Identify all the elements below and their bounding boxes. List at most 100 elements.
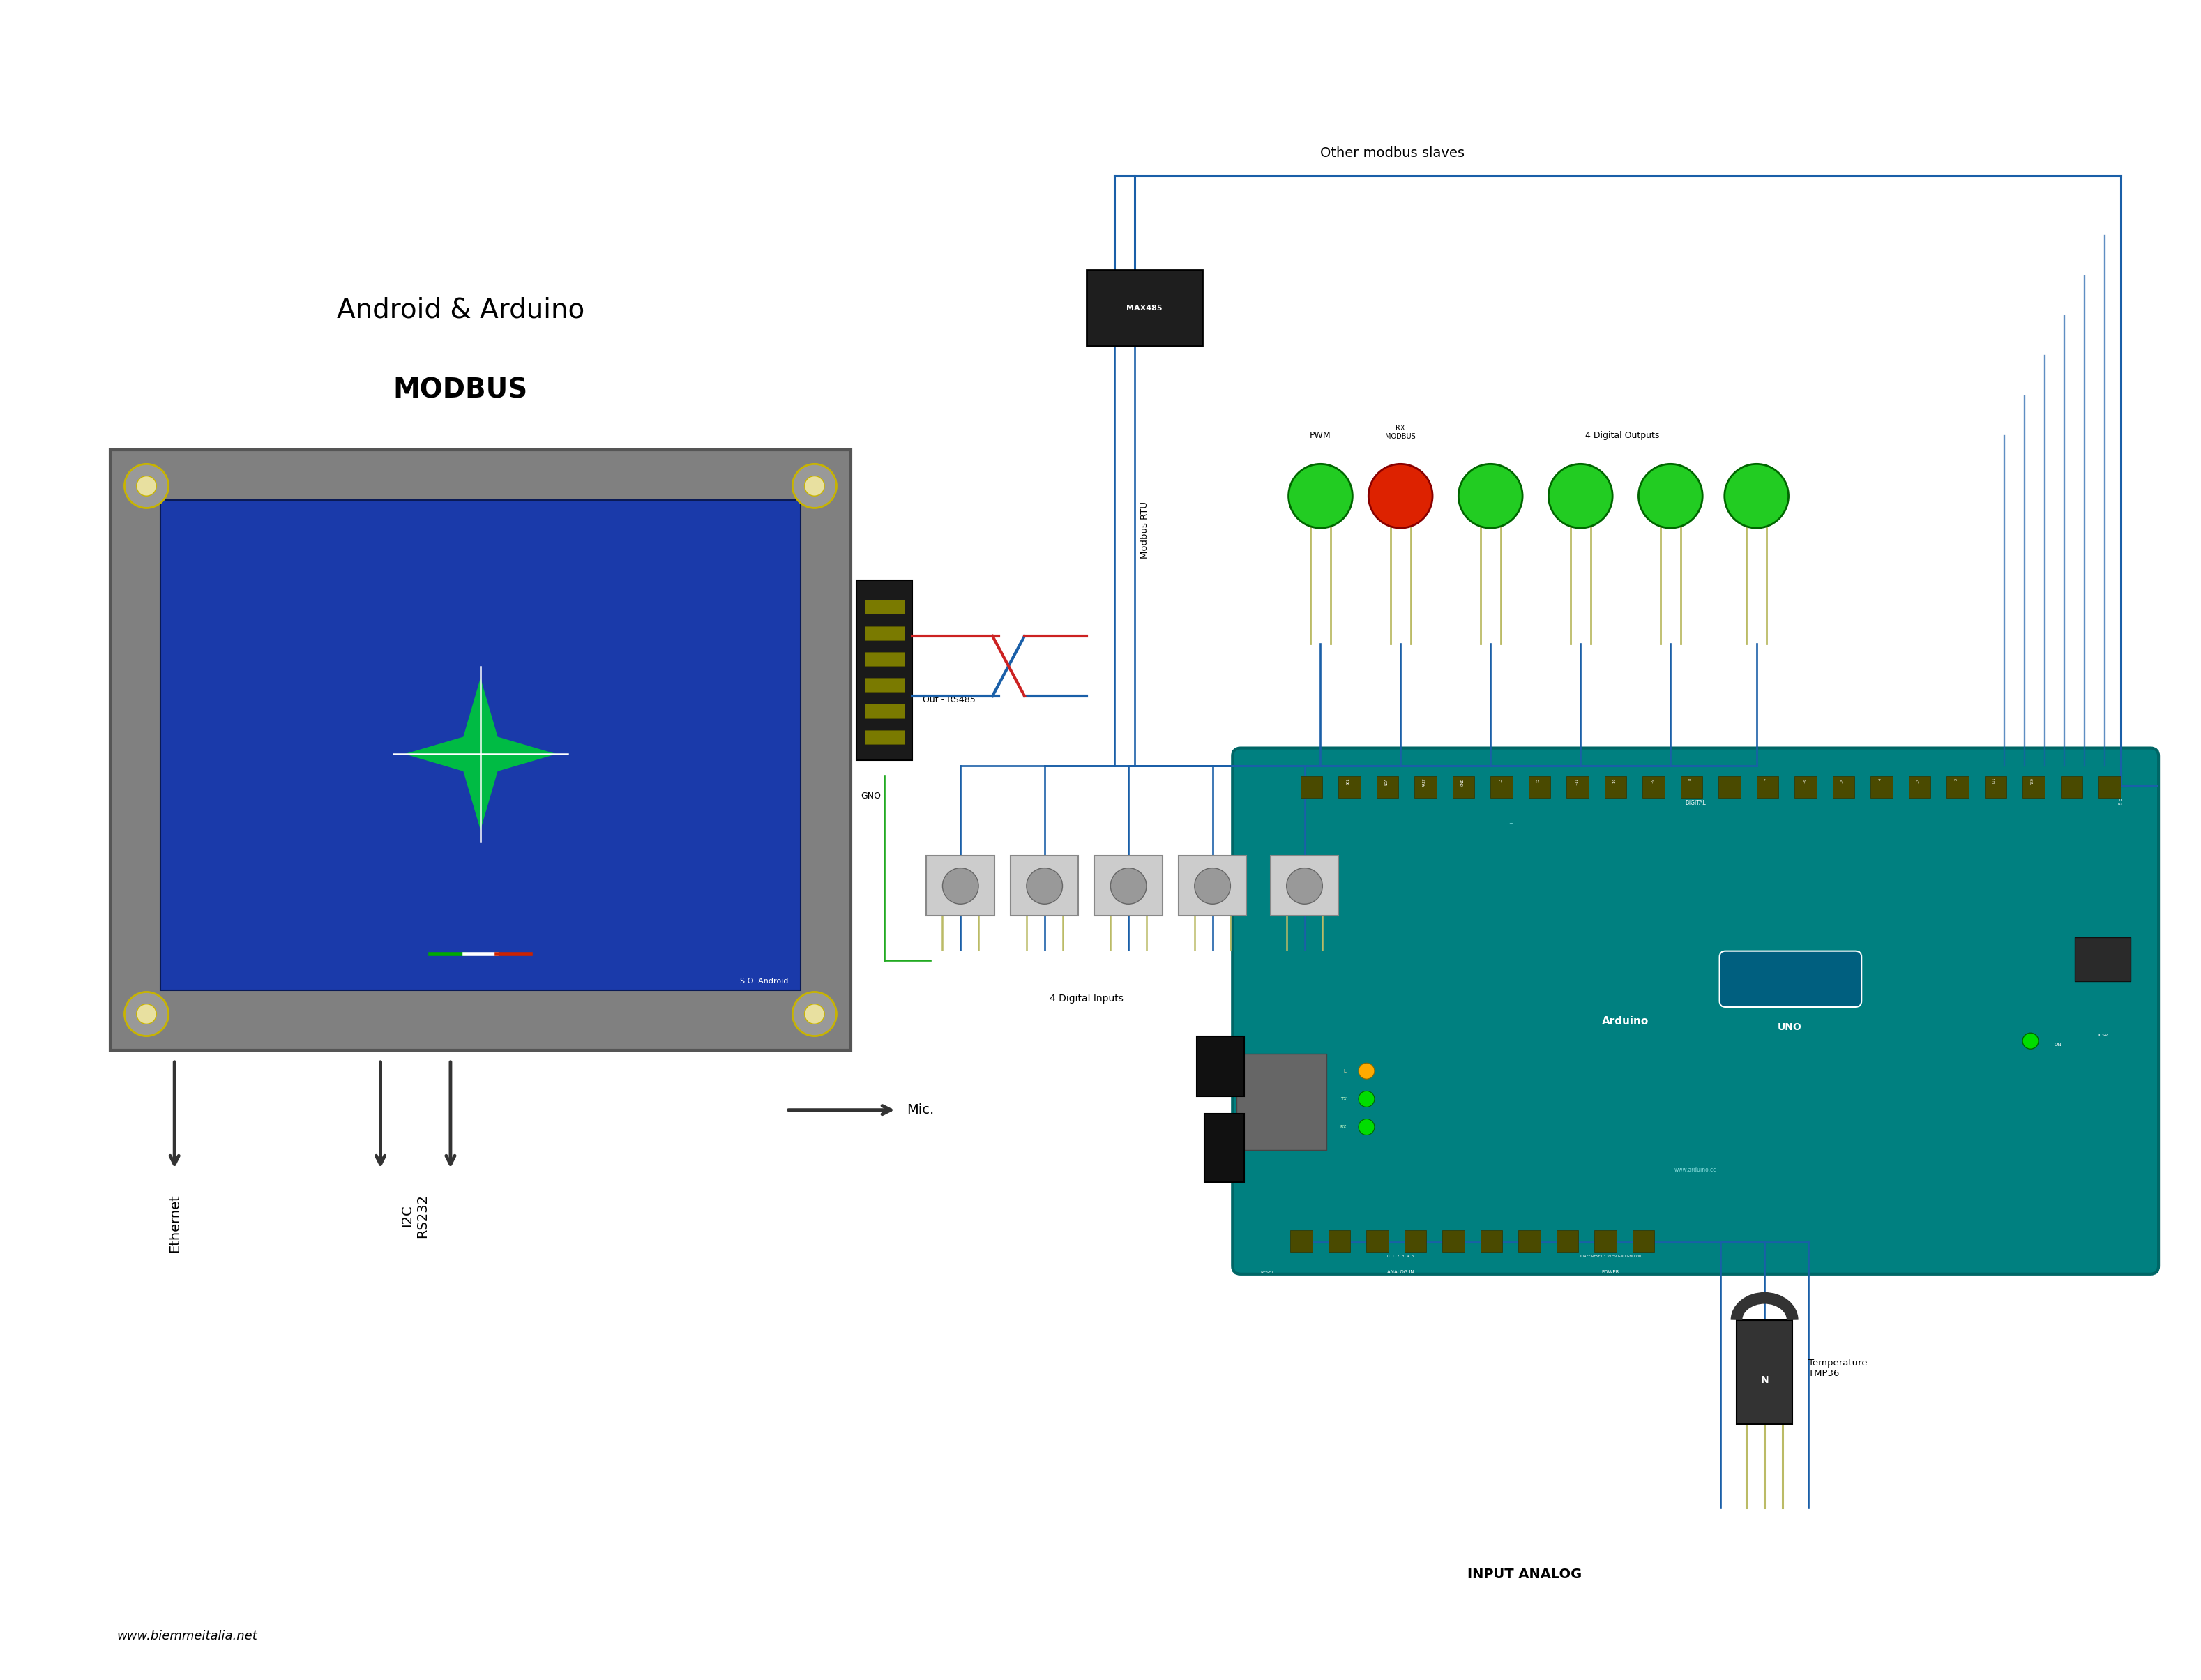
Circle shape: [942, 869, 979, 904]
Circle shape: [792, 464, 836, 507]
Circle shape: [1112, 869, 1147, 904]
Text: DIGITAL: DIGITAL: [1686, 800, 1706, 806]
Bar: [2076, 937, 2131, 981]
Circle shape: [792, 991, 836, 1037]
Text: I2C
RS232: I2C RS232: [401, 1194, 429, 1238]
Bar: [856, 580, 913, 759]
Text: RESET: RESET: [1261, 1270, 1274, 1273]
Circle shape: [1358, 1119, 1373, 1136]
Bar: [1094, 857, 1162, 916]
Text: MODBUS: MODBUS: [394, 376, 528, 403]
Text: L: L: [1345, 1068, 1347, 1074]
Text: ~3: ~3: [1917, 778, 1919, 783]
Bar: [2060, 776, 2082, 798]
Bar: [865, 704, 905, 717]
Text: www.arduino.cc: www.arduino.cc: [1675, 1168, 1717, 1173]
Bar: [2023, 776, 2045, 798]
Text: Other modbus slaves: Other modbus slaves: [1321, 146, 1466, 160]
Bar: [1946, 776, 1968, 798]
Bar: [1794, 776, 1816, 798]
Bar: [1719, 776, 1741, 798]
Text: 13: 13: [1499, 778, 1503, 783]
Text: N: N: [1761, 1376, 1770, 1384]
Bar: [2098, 776, 2120, 798]
Bar: [1338, 776, 1360, 798]
FancyBboxPatch shape: [110, 450, 850, 1050]
Bar: [1605, 776, 1627, 798]
Text: 2: 2: [1954, 778, 1959, 780]
Text: 0  1  2  3  4  5: 0 1 2 3 4 5: [1387, 1255, 1413, 1258]
Bar: [1404, 1230, 1426, 1252]
Text: ANALOG IN: ANALOG IN: [1387, 1270, 1413, 1273]
Bar: [1367, 1230, 1389, 1252]
Text: RX0: RX0: [2032, 778, 2034, 785]
Text: www.biemmeitalia.net: www.biemmeitalia.net: [117, 1630, 258, 1643]
Text: MAX485: MAX485: [1127, 304, 1162, 311]
Text: Temperature
TMP36: Temperature TMP36: [1809, 1357, 1866, 1378]
Bar: [1204, 1114, 1244, 1183]
Text: ICSP: ICSP: [2098, 1033, 2106, 1037]
Circle shape: [1195, 869, 1230, 904]
Circle shape: [1358, 1090, 1373, 1107]
Circle shape: [125, 991, 169, 1037]
Bar: [865, 600, 905, 613]
Circle shape: [806, 1005, 825, 1025]
Bar: [1301, 776, 1323, 798]
Circle shape: [1288, 464, 1351, 528]
Bar: [1594, 1230, 1616, 1252]
Circle shape: [125, 464, 169, 507]
Bar: [1010, 857, 1078, 916]
Bar: [1756, 776, 1778, 798]
Text: Out - RS485: Out - RS485: [922, 696, 975, 704]
Text: AREF: AREF: [1422, 778, 1426, 786]
Bar: [1237, 1053, 1327, 1151]
FancyBboxPatch shape: [1233, 748, 2159, 1273]
Text: ~11: ~11: [1574, 778, 1578, 785]
Text: RX: RX: [1340, 1126, 1347, 1129]
Bar: [865, 731, 905, 744]
Bar: [1490, 776, 1512, 798]
Text: GNO: GNO: [861, 791, 880, 801]
Text: TX1: TX1: [1992, 778, 1996, 785]
Bar: [1290, 1230, 1312, 1252]
Bar: [1682, 776, 1704, 798]
Text: ~: ~: [1310, 778, 1312, 781]
Bar: [1642, 776, 1664, 798]
Circle shape: [1459, 464, 1523, 528]
Circle shape: [1726, 464, 1789, 528]
Bar: [1633, 1230, 1655, 1252]
Text: Mic.: Mic.: [907, 1104, 933, 1117]
Circle shape: [1288, 869, 1323, 904]
Bar: [1178, 857, 1246, 916]
Text: 4 Digital Inputs: 4 Digital Inputs: [1050, 995, 1123, 1003]
Bar: [161, 501, 801, 990]
Text: 4 Digital Outputs: 4 Digital Outputs: [1585, 432, 1660, 440]
Circle shape: [136, 475, 156, 496]
Bar: [1087, 270, 1202, 346]
Text: ~10: ~10: [1613, 778, 1616, 785]
Circle shape: [1026, 869, 1063, 904]
Text: S.O. Android: S.O. Android: [740, 978, 788, 984]
Bar: [1985, 776, 2007, 798]
Bar: [1453, 776, 1475, 798]
Bar: [1197, 1037, 1244, 1095]
Text: Ethernet: Ethernet: [167, 1194, 180, 1252]
Bar: [1376, 776, 1398, 798]
Circle shape: [1550, 464, 1613, 528]
Text: 7: 7: [1765, 778, 1767, 780]
Bar: [865, 679, 905, 692]
Text: SDA: SDA: [1384, 778, 1389, 785]
Circle shape: [1358, 1063, 1373, 1079]
Text: IOREF RESET 3.3V 5V GND GND Vin: IOREF RESET 3.3V 5V GND GND Vin: [1580, 1255, 1642, 1258]
Polygon shape: [405, 679, 557, 830]
Text: RX
MODBUS: RX MODBUS: [1384, 425, 1415, 440]
Bar: [1556, 1230, 1578, 1252]
Bar: [1908, 776, 1930, 798]
Text: 12: 12: [1536, 778, 1541, 783]
Text: POWER: POWER: [1602, 1270, 1620, 1273]
Text: 4: 4: [1880, 778, 1882, 780]
Bar: [865, 652, 905, 665]
FancyBboxPatch shape: [1719, 951, 1862, 1006]
Circle shape: [806, 475, 825, 496]
Text: 8: 8: [1688, 778, 1693, 780]
